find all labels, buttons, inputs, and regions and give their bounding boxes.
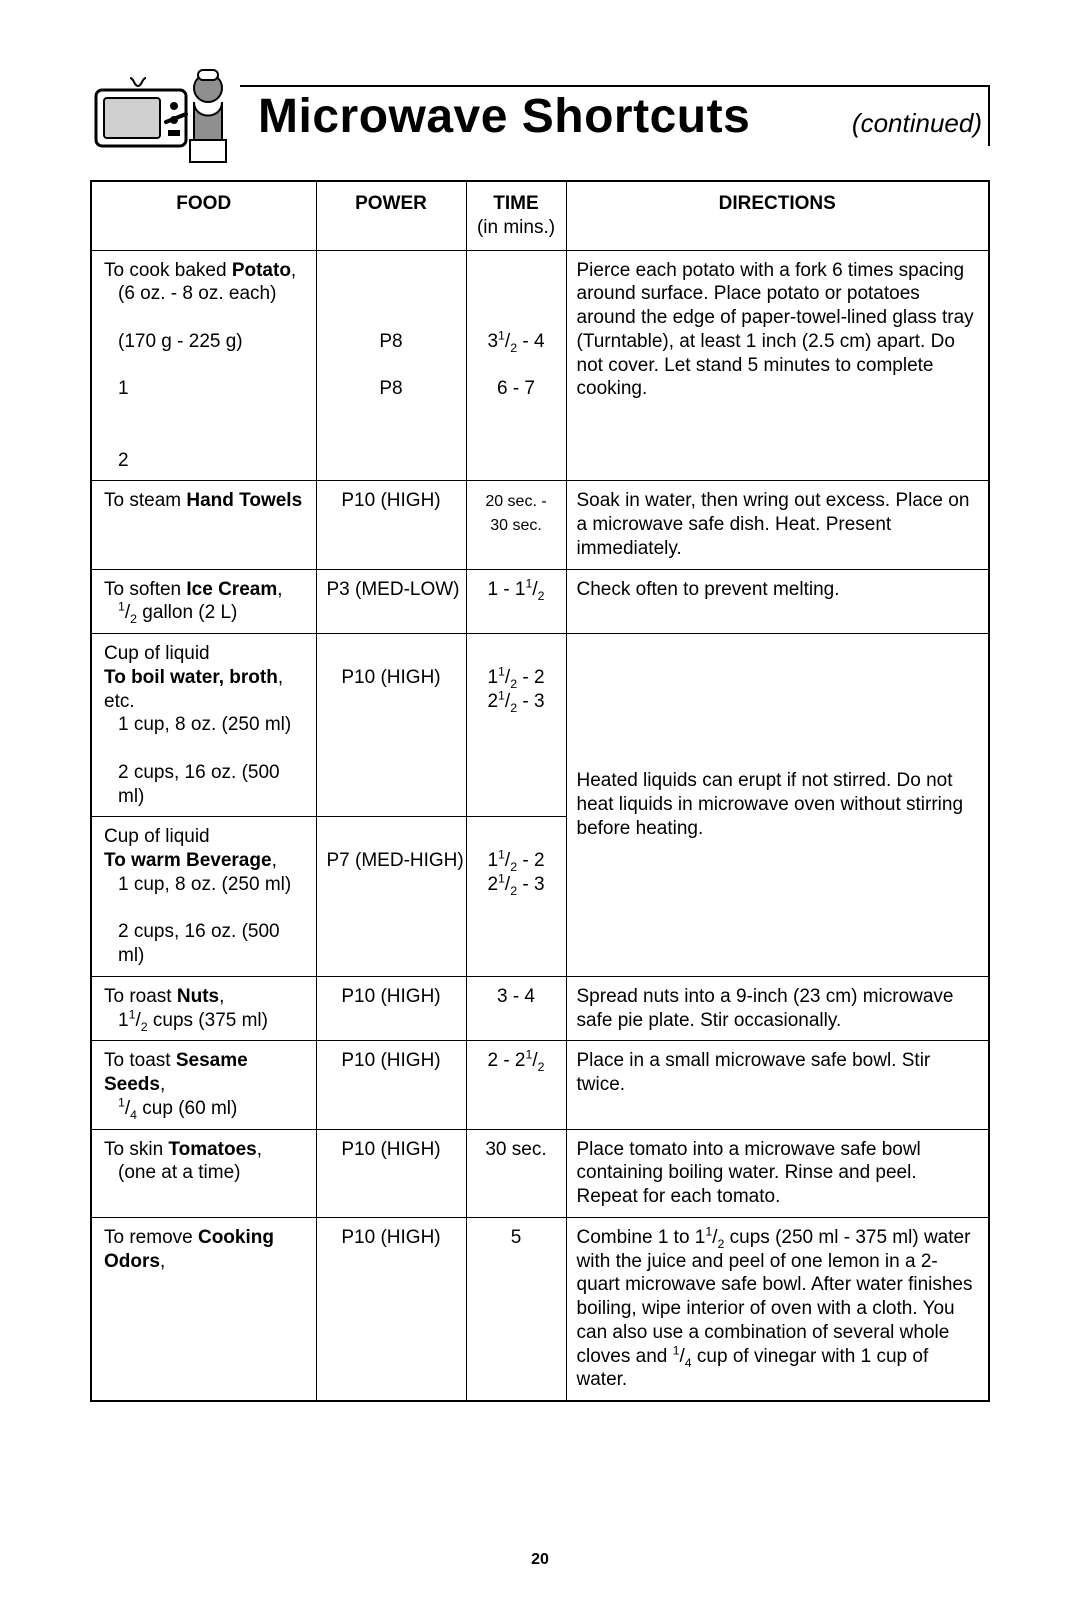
table-row: To soften Ice Cream,1/2 gallon (2 L)P3 (…	[91, 569, 989, 634]
cell-food: To soften Ice Cream,1/2 gallon (2 L)	[91, 569, 316, 634]
cell-time: 20 sec. - 30 sec.	[466, 481, 566, 569]
table-row: To steam Hand TowelsP10 (HIGH)20 sec. - …	[91, 481, 989, 569]
cell-food: To cook baked Potato,(6 oz. - 8 oz. each…	[91, 250, 316, 481]
cell-directions: Heated liquids can erupt if not stirred.…	[566, 634, 989, 977]
cell-power: P10 (HIGH)	[316, 1217, 466, 1401]
page-header: Microwave Shortcuts (continued)	[90, 60, 990, 170]
cell-directions: Soak in water, then wring out excess. Pl…	[566, 481, 989, 569]
cell-power: P10 (HIGH)	[316, 1129, 466, 1217]
cell-food: To steam Hand Towels	[91, 481, 316, 569]
cell-directions: Place in a small microwave safe bowl. St…	[566, 1041, 989, 1129]
table-row: To toast Sesame Seeds,1/4 cup (60 ml)P10…	[91, 1041, 989, 1129]
cell-directions: Spread nuts into a 9-inch (23 cm) microw…	[566, 976, 989, 1041]
col-time-sub: (in mins.)	[477, 217, 555, 238]
cell-time: 31/2 - 4 6 - 7	[466, 250, 566, 481]
col-time-label: TIME	[493, 193, 538, 214]
title-row: Microwave Shortcuts (continued)	[240, 85, 990, 146]
cell-time: 3 - 4	[466, 976, 566, 1041]
col-power: POWER	[316, 181, 466, 250]
cell-directions: Check often to prevent melting.	[566, 569, 989, 634]
document-page: Microwave Shortcuts (continued) FOOD POW…	[0, 0, 1080, 1607]
cell-directions: Place tomato into a microwave safe bowl …	[566, 1129, 989, 1217]
cell-food: To remove Cooking Odors,	[91, 1217, 316, 1401]
cell-power: P3 (MED-LOW)	[316, 569, 466, 634]
table-row: To remove Cooking Odors,P10 (HIGH)5Combi…	[91, 1217, 989, 1401]
cell-power: P10 (HIGH)	[316, 481, 466, 569]
shortcuts-table: FOOD POWER TIME (in mins.) DIRECTIONS To…	[90, 180, 990, 1402]
table-row: To cook baked Potato,(6 oz. - 8 oz. each…	[91, 250, 989, 481]
cell-time: 30 sec.	[466, 1129, 566, 1217]
cell-power: P10 (HIGH)	[316, 1041, 466, 1129]
cell-time: 5	[466, 1217, 566, 1401]
chef-microwave-icon	[90, 60, 240, 170]
cell-directions: Pierce each potato with a fork 6 times s…	[566, 250, 989, 481]
table-row: Cup of liquidTo boil water, broth, etc.1…	[91, 634, 989, 817]
col-time: TIME (in mins.)	[466, 181, 566, 250]
cell-food: To toast Sesame Seeds,1/4 cup (60 ml)	[91, 1041, 316, 1129]
cell-food: To roast Nuts,11/2 cups (375 ml)	[91, 976, 316, 1041]
cell-power: P10 (HIGH)	[316, 976, 466, 1041]
cell-time: 1 - 11/2	[466, 569, 566, 634]
cell-power: P7 (MED-HIGH)	[316, 817, 466, 977]
page-number: 20	[0, 1551, 1080, 1569]
table-row: To skin Tomatoes,(one at a time)P10 (HIG…	[91, 1129, 989, 1217]
page-title: Microwave Shortcuts	[258, 89, 750, 144]
table-header-row: FOOD POWER TIME (in mins.) DIRECTIONS	[91, 181, 989, 250]
cell-directions: Combine 1 to 11/2 cups (250 ml - 375 ml)…	[566, 1217, 989, 1401]
cell-food: Cup of liquidTo boil water, broth, etc.1…	[91, 634, 316, 817]
cell-food: Cup of liquidTo warm Beverage,1 cup, 8 o…	[91, 817, 316, 977]
col-directions: DIRECTIONS	[566, 181, 989, 250]
table-row: To roast Nuts,11/2 cups (375 ml)P10 (HIG…	[91, 976, 989, 1041]
cell-time: 11/2 - 221/2 - 3	[466, 634, 566, 817]
cell-power: P8 P8	[316, 250, 466, 481]
cell-food: To skin Tomatoes,(one at a time)	[91, 1129, 316, 1217]
continued-label: (continued)	[852, 108, 982, 139]
col-food: FOOD	[91, 181, 316, 250]
cell-time: 2 - 21/2	[466, 1041, 566, 1129]
cell-time: 11/2 - 221/2 - 3	[466, 817, 566, 977]
cell-power: P10 (HIGH)	[316, 634, 466, 817]
